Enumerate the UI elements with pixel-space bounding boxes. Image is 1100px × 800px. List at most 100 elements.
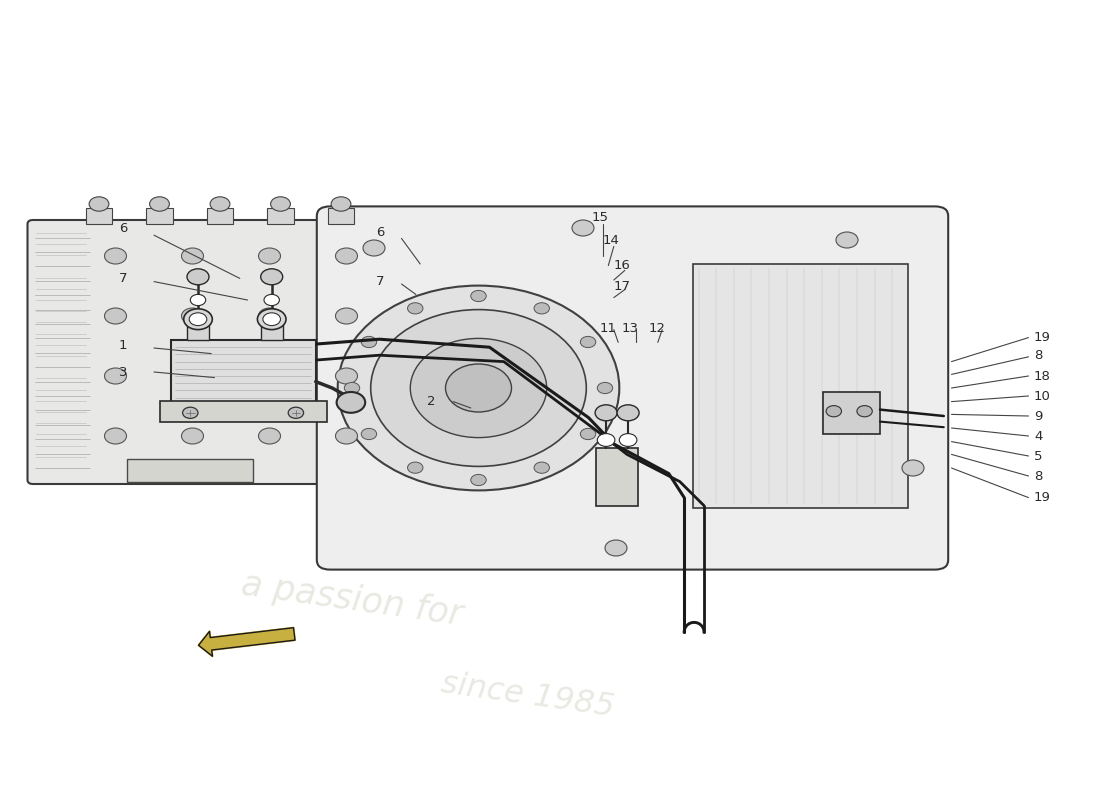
Text: 7: 7 bbox=[119, 272, 128, 285]
Circle shape bbox=[605, 540, 627, 556]
Circle shape bbox=[258, 428, 280, 444]
Circle shape bbox=[581, 429, 596, 440]
Text: 1: 1 bbox=[119, 339, 128, 352]
Bar bbox=[267, 208, 294, 224]
Circle shape bbox=[410, 338, 547, 438]
Circle shape bbox=[361, 429, 376, 440]
Circle shape bbox=[264, 294, 279, 306]
Circle shape bbox=[617, 405, 639, 421]
Bar bbox=[187, 321, 209, 340]
Circle shape bbox=[104, 368, 126, 384]
Circle shape bbox=[263, 313, 280, 326]
Circle shape bbox=[104, 428, 126, 444]
Text: 2: 2 bbox=[427, 395, 436, 408]
Bar bbox=[86, 208, 112, 224]
Circle shape bbox=[104, 308, 126, 324]
Text: euro: euro bbox=[148, 378, 402, 502]
Circle shape bbox=[902, 460, 924, 476]
Bar bbox=[328, 208, 354, 224]
Bar bbox=[596, 448, 638, 506]
Circle shape bbox=[534, 462, 550, 474]
Circle shape bbox=[182, 308, 204, 324]
Text: 11: 11 bbox=[600, 322, 616, 334]
Circle shape bbox=[826, 406, 842, 417]
Circle shape bbox=[104, 248, 126, 264]
Circle shape bbox=[182, 248, 204, 264]
Bar bbox=[146, 208, 173, 224]
Text: 13: 13 bbox=[621, 322, 638, 334]
Circle shape bbox=[336, 248, 358, 264]
Circle shape bbox=[595, 405, 617, 421]
Circle shape bbox=[182, 428, 204, 444]
Circle shape bbox=[190, 294, 206, 306]
Bar bbox=[160, 401, 327, 422]
Circle shape bbox=[336, 428, 358, 444]
Circle shape bbox=[597, 382, 613, 394]
Circle shape bbox=[619, 434, 637, 446]
Text: a passion for: a passion for bbox=[239, 568, 465, 632]
Circle shape bbox=[407, 302, 424, 314]
Circle shape bbox=[189, 313, 207, 326]
Circle shape bbox=[258, 248, 280, 264]
Text: 12: 12 bbox=[649, 322, 666, 334]
Circle shape bbox=[261, 269, 283, 285]
Circle shape bbox=[288, 407, 304, 418]
Text: since 1985: since 1985 bbox=[439, 669, 617, 723]
Circle shape bbox=[836, 232, 858, 248]
Text: 19: 19 bbox=[1034, 331, 1050, 344]
Circle shape bbox=[182, 368, 204, 384]
Circle shape bbox=[258, 308, 280, 324]
Circle shape bbox=[471, 474, 486, 486]
Circle shape bbox=[446, 364, 512, 412]
Text: 14: 14 bbox=[603, 234, 619, 246]
Text: 4: 4 bbox=[1034, 430, 1043, 442]
Bar bbox=[693, 264, 908, 508]
Text: 8: 8 bbox=[1034, 470, 1043, 482]
Text: 8: 8 bbox=[1034, 350, 1043, 362]
Circle shape bbox=[187, 269, 209, 285]
Circle shape bbox=[183, 407, 198, 418]
FancyBboxPatch shape bbox=[28, 220, 368, 484]
FancyBboxPatch shape bbox=[317, 206, 948, 570]
Circle shape bbox=[371, 310, 586, 466]
Text: 10: 10 bbox=[1034, 390, 1050, 402]
Circle shape bbox=[257, 309, 286, 330]
Text: 19: 19 bbox=[1034, 491, 1050, 504]
Circle shape bbox=[363, 240, 385, 256]
Circle shape bbox=[89, 197, 109, 211]
Circle shape bbox=[471, 290, 486, 302]
Text: 17: 17 bbox=[614, 280, 630, 293]
Circle shape bbox=[150, 197, 169, 211]
Text: 6: 6 bbox=[119, 222, 128, 234]
Bar bbox=[170, 340, 316, 404]
Circle shape bbox=[336, 368, 358, 384]
Circle shape bbox=[331, 197, 351, 211]
Text: 15: 15 bbox=[592, 211, 608, 224]
Circle shape bbox=[572, 220, 594, 236]
Text: 7: 7 bbox=[376, 275, 385, 288]
Text: 6: 6 bbox=[376, 226, 385, 238]
Circle shape bbox=[581, 336, 596, 347]
Bar bbox=[261, 321, 283, 340]
Text: 3: 3 bbox=[119, 366, 128, 378]
Bar bbox=[823, 392, 880, 434]
Circle shape bbox=[361, 336, 376, 347]
Bar bbox=[126, 459, 253, 482]
Circle shape bbox=[534, 302, 550, 314]
Text: 5: 5 bbox=[1034, 450, 1043, 462]
Circle shape bbox=[344, 382, 360, 394]
Text: 18: 18 bbox=[1034, 370, 1050, 382]
Circle shape bbox=[210, 197, 230, 211]
Circle shape bbox=[857, 406, 872, 417]
Circle shape bbox=[271, 197, 290, 211]
Circle shape bbox=[407, 462, 422, 474]
Circle shape bbox=[336, 308, 358, 324]
Circle shape bbox=[258, 368, 280, 384]
Circle shape bbox=[337, 392, 365, 413]
Circle shape bbox=[184, 309, 212, 330]
Circle shape bbox=[597, 434, 615, 446]
Text: 9: 9 bbox=[1034, 410, 1043, 422]
Text: 16: 16 bbox=[614, 259, 630, 272]
Bar bbox=[207, 208, 233, 224]
Circle shape bbox=[338, 286, 619, 490]
